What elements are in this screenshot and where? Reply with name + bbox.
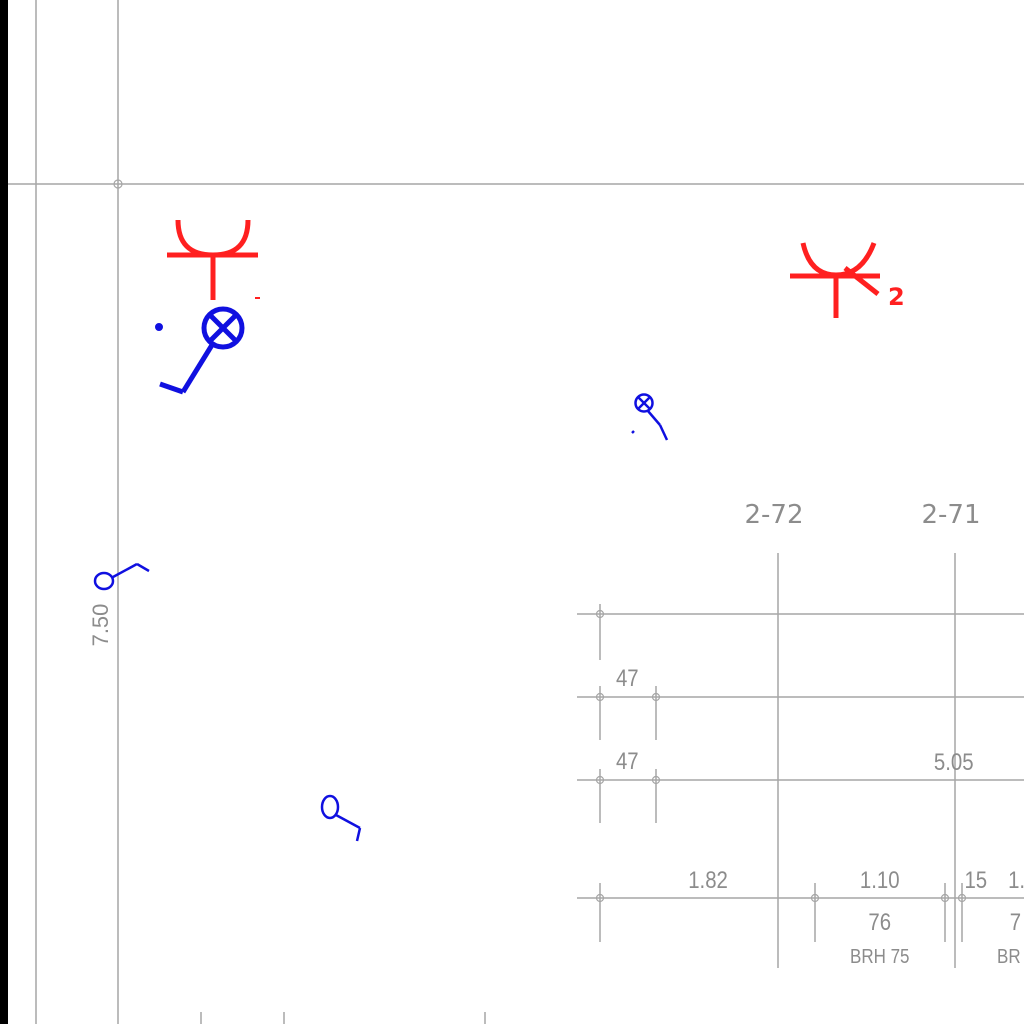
axis-lines — [777, 553, 956, 968]
dim-47-b: 47 — [616, 747, 639, 774]
dim-1-82: 1.82 — [688, 866, 728, 893]
grid-axis-label-2-72: 2-72 — [744, 500, 803, 530]
dim-1-10: 1.10 — [860, 866, 900, 893]
small-lamp-switch-icon — [631, 393, 669, 441]
dimension-chains — [577, 604, 1024, 942]
grid-axis-label-2-71: 2-71 — [921, 500, 980, 530]
antenna-outlet-2-icon — [790, 242, 880, 318]
dim-5-05: 5.05 — [934, 748, 974, 775]
dim-47-a: 47 — [616, 664, 639, 691]
ceiling-lamp-switch-icon — [155, 306, 245, 395]
dim-vertical-7-50: 7.50 — [88, 604, 113, 647]
grid-node — [113, 179, 123, 189]
brh-75-label: BRH 75 — [850, 945, 909, 968]
dimension-labels: 47 47 5.05 1.82 1.10 15 1. 76 7 BRH 75 B… — [616, 664, 1024, 967]
switch-icon — [93, 562, 150, 591]
antenna-subscript: 2 — [888, 283, 905, 311]
grid-lines — [8, 0, 1024, 1024]
dim-1-partial: 1. — [1008, 866, 1024, 893]
antenna-outlet-icon — [167, 219, 260, 300]
dim-15: 15 — [964, 866, 987, 893]
brh-partial-label: BR — [997, 945, 1021, 968]
dim-7-partial: 7 — [1010, 908, 1021, 935]
frame-edge — [0, 0, 8, 1024]
switch-icon — [320, 794, 362, 842]
dim-76: 76 — [868, 908, 891, 935]
